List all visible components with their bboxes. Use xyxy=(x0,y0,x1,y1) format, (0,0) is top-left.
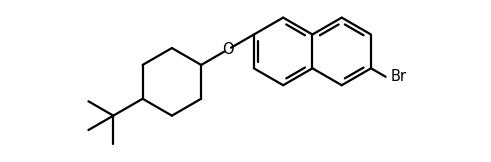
Text: O: O xyxy=(222,42,233,57)
Text: Br: Br xyxy=(391,69,407,84)
